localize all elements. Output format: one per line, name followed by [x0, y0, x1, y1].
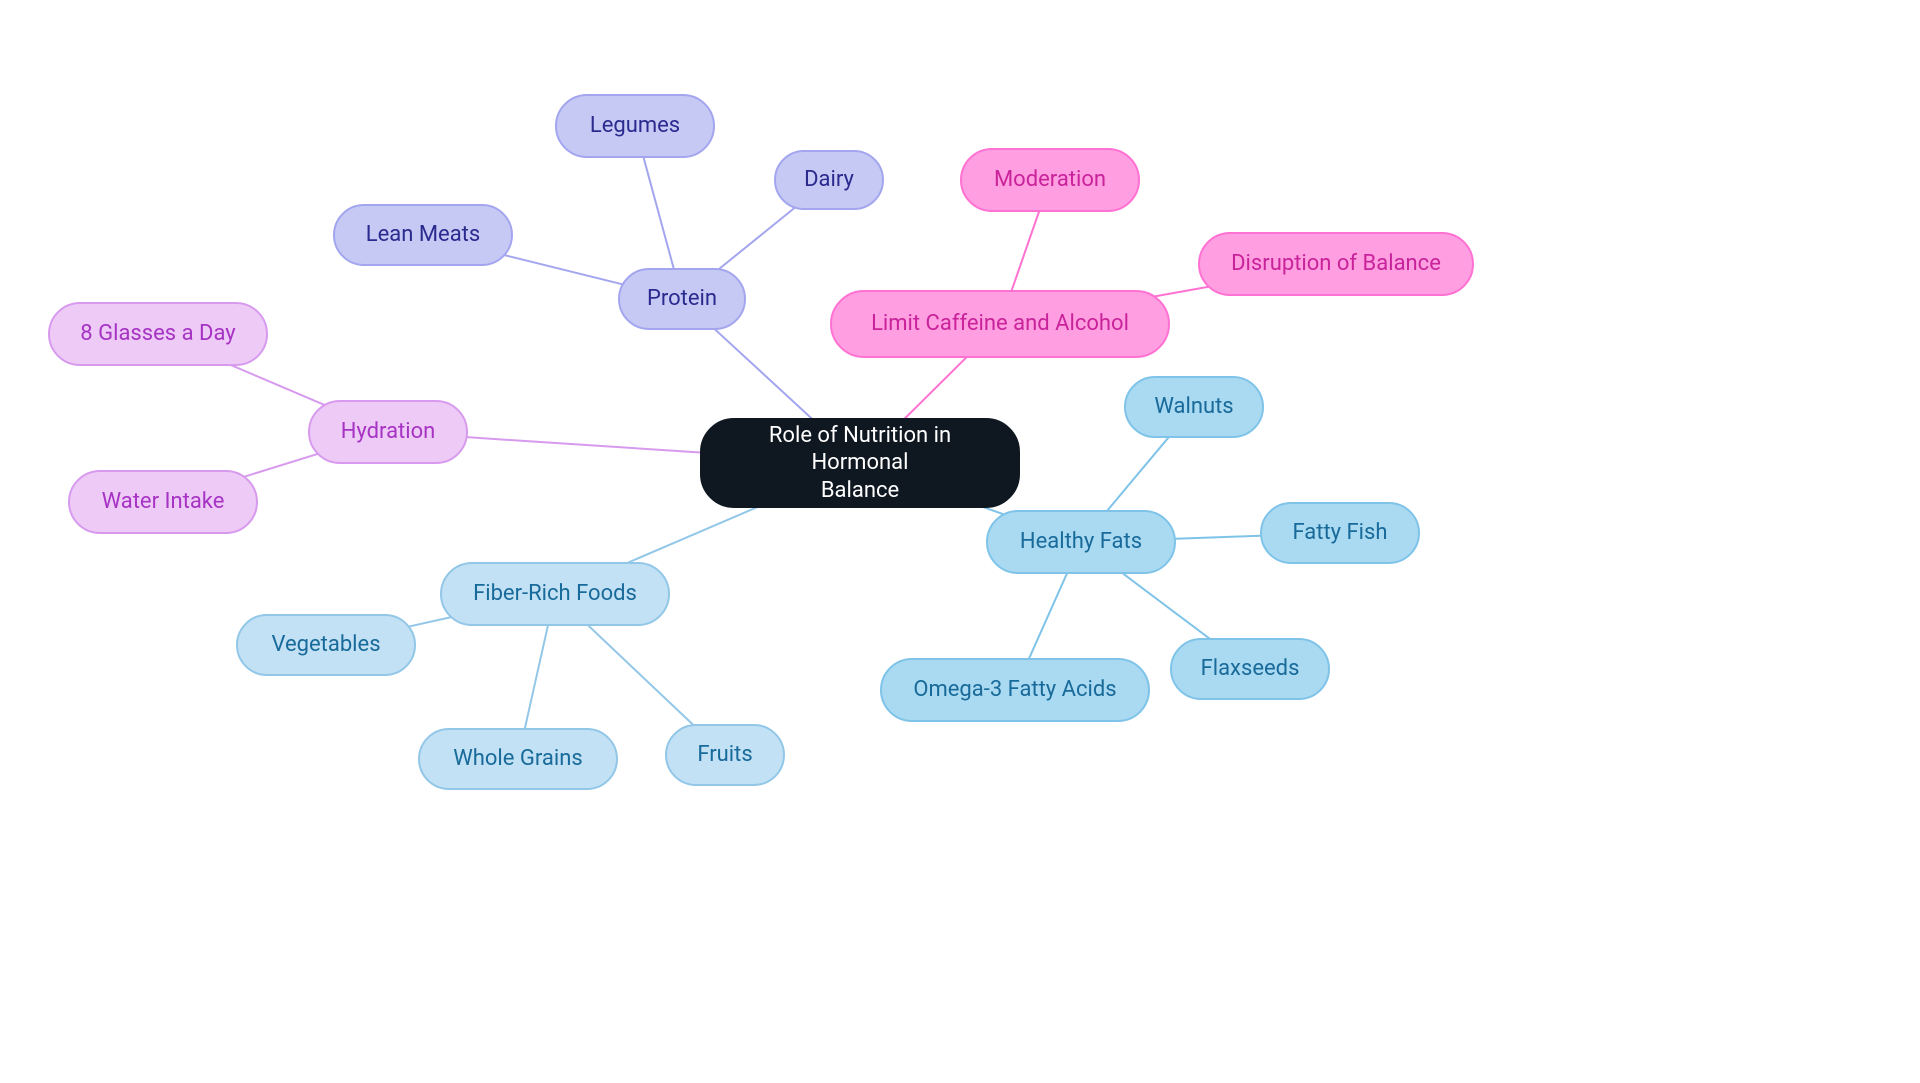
node-label: Flaxseeds — [1201, 655, 1300, 683]
edge-hydration-glasses — [220, 360, 333, 408]
edge-hydration-water — [233, 452, 325, 481]
edge-root-protein — [712, 326, 814, 420]
node-label: Protein — [647, 285, 717, 313]
node-veg: Vegetables — [236, 614, 416, 676]
node-water: Water Intake — [68, 470, 258, 534]
edge-fats-walnuts — [1107, 436, 1170, 511]
node-dairy: Dairy — [774, 150, 884, 210]
node-glasses: 8 Glasses a Day — [48, 302, 268, 366]
node-label: Role of Nutrition in Hormonal Balance — [728, 422, 992, 505]
node-fattyfish: Fatty Fish — [1260, 502, 1420, 564]
node-fruits: Fruits — [665, 724, 785, 786]
edge-fats-omega — [1029, 574, 1067, 659]
edge-root-caffeine — [904, 357, 967, 419]
node-leanmeats: Lean Meats — [333, 204, 513, 266]
edge-layer — [0, 0, 1920, 1083]
node-label: Disruption of Balance — [1231, 250, 1441, 278]
node-hydration: Hydration — [308, 400, 468, 464]
node-label: Legumes — [590, 112, 680, 140]
edge-fats-flax — [1120, 571, 1213, 641]
edge-protein-leanmeats — [496, 253, 625, 285]
edge-protein-dairy — [715, 205, 798, 273]
node-label: Water Intake — [102, 488, 225, 516]
node-label: Healthy Fats — [1020, 528, 1142, 556]
edge-fiber-fruits — [587, 625, 696, 728]
node-caffeine: Limit Caffeine and Alcohol — [830, 290, 1170, 358]
node-label: Fiber-Rich Foods — [473, 580, 637, 608]
node-label: Moderation — [994, 166, 1106, 194]
edge-root-fiber — [618, 501, 773, 567]
node-omega: Omega-3 Fatty Acids — [880, 658, 1150, 722]
node-fats: Healthy Fats — [986, 510, 1176, 574]
node-label: Dairy — [804, 166, 854, 194]
node-label: Omega-3 Fatty Acids — [913, 676, 1116, 704]
mindmap-canvas: Role of Nutrition in Hormonal Balance Pro… — [0, 0, 1920, 1083]
node-label: Walnuts — [1154, 393, 1233, 421]
node-grains: Whole Grains — [418, 728, 618, 790]
edge-caffeine-moderation — [1012, 212, 1039, 290]
node-label: 8 Glasses a Day — [80, 320, 235, 348]
node-label: Fatty Fish — [1292, 519, 1387, 547]
edge-root-hydration — [467, 437, 704, 453]
node-label: Hydration — [341, 418, 436, 446]
node-label: Vegetables — [271, 631, 380, 659]
node-flax: Flaxseeds — [1170, 638, 1330, 700]
node-label: Limit Caffeine and Alcohol — [871, 310, 1129, 338]
node-protein: Protein — [618, 268, 746, 330]
node-moderation: Moderation — [960, 148, 1140, 212]
node-walnuts: Walnuts — [1124, 376, 1264, 438]
node-fiber: Fiber-Rich Foods — [440, 562, 670, 626]
node-label: Fruits — [697, 741, 752, 769]
edge-protein-legumes — [644, 158, 674, 268]
node-disruption: Disruption of Balance — [1198, 232, 1474, 296]
edge-fiber-grains — [525, 626, 548, 728]
node-label: Lean Meats — [366, 221, 480, 249]
node-label: Whole Grains — [453, 745, 583, 773]
node-root: Role of Nutrition in Hormonal Balance — [700, 418, 1020, 508]
edge-fats-fattyfish — [1175, 536, 1260, 539]
node-legumes: Legumes — [555, 94, 715, 158]
